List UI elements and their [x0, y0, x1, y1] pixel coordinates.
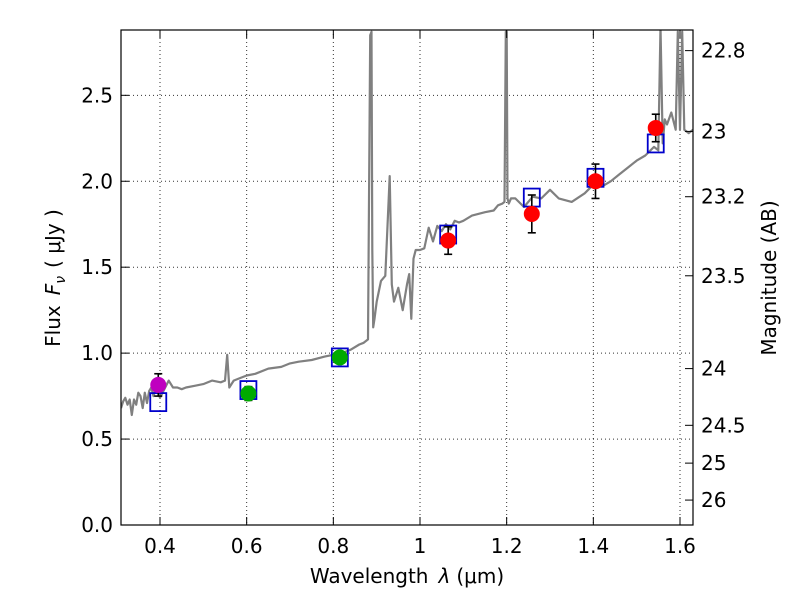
- points-layer: [149, 113, 665, 413]
- y-tick-label: 0.5: [81, 427, 113, 451]
- y-tick-label: 2.5: [81, 83, 113, 107]
- observed-point: [331, 349, 348, 366]
- y2-tick-label: 22.8: [701, 39, 746, 63]
- y2-tick-label: 23: [701, 119, 726, 143]
- y2-tick-label: 26: [701, 488, 726, 512]
- x-tick-label: 1.6: [664, 534, 696, 558]
- y-tick-label: 2.0: [81, 169, 113, 193]
- observed-point: [150, 376, 167, 393]
- observed-point: [240, 385, 257, 402]
- ticks-layer: 0.4 0.6 0.8 1 1.2 1.4 1.6 0.0 0.5 1.0 1.5 2.0 2.5 22.…: [81, 30, 746, 558]
- observed-point: [523, 205, 540, 222]
- y2-tick-label: 24.5: [701, 413, 746, 437]
- observed-point: [587, 173, 604, 190]
- x-tick-label: 0.8: [317, 534, 349, 558]
- x-tick-label: 1.4: [577, 534, 609, 558]
- y-axis-label: FluxFν( μJy ): [41, 209, 69, 347]
- x-tick-label: 1.2: [491, 534, 523, 558]
- y2-axis-label: Magnitude (AB): [757, 200, 781, 355]
- observed-point: [647, 119, 664, 136]
- x-tick-label: 1: [414, 534, 427, 558]
- y2-tick-label: 24: [701, 357, 726, 381]
- x-tick-label: 0.6: [231, 534, 263, 558]
- y2-tick-label: 23.2: [701, 185, 746, 209]
- plot-frame: [120, 29, 694, 526]
- y-tick-label: 0.0: [81, 513, 113, 537]
- y-tick-label: 1.0: [81, 341, 113, 365]
- observed-point: [440, 232, 457, 249]
- x-tick-label: 0.4: [144, 534, 176, 558]
- y2-tick-label: 23.5: [701, 264, 746, 288]
- y-tick-label: 1.5: [81, 255, 113, 279]
- y2-tick-label: 25: [701, 451, 726, 475]
- x-axis-label: Wavelength λ (μm): [310, 564, 504, 588]
